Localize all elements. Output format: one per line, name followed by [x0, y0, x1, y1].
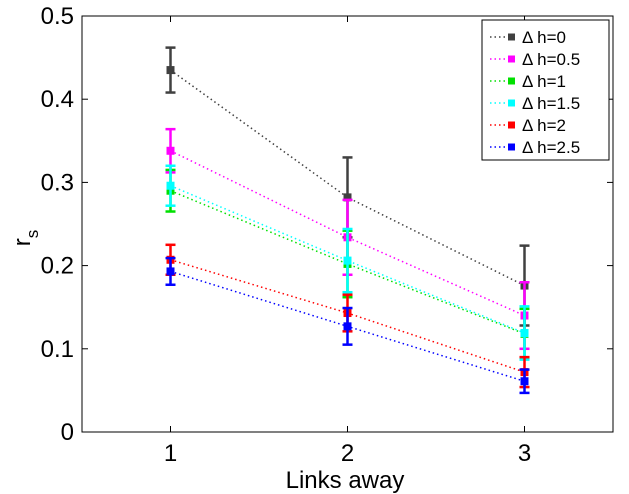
data-point [520, 328, 529, 337]
legend-label: Δ h=0.5 [522, 50, 580, 69]
y-tick-label: 0.3 [41, 169, 74, 196]
legend: Δ h=0 Δ h=0.5 Δ h=1 Δ h=1.5 Δ h=2 Δ h=2.5 [481, 19, 610, 161]
y-tick-label: 0.4 [41, 86, 74, 113]
data-point [166, 267, 175, 276]
y-tick-label: 0.2 [41, 253, 74, 280]
data-point [166, 146, 175, 155]
series-5 [165, 256, 530, 395]
y-tick-label: 0 [61, 419, 74, 446]
y-axis-label-main: r [9, 238, 36, 246]
x-tick-label: 3 [518, 440, 531, 467]
legend-label: Δ h=2 [522, 116, 566, 135]
axes: 0 0.1 0.2 0.3 0.4 0.5 1 2 3 [41, 3, 614, 467]
x-tick-label: 1 [164, 440, 177, 467]
data-point [343, 256, 352, 265]
data-point [166, 181, 175, 190]
legend-marker [508, 77, 515, 85]
legend-marker [508, 55, 515, 63]
data-point [166, 66, 175, 75]
x-tick-label: 2 [341, 440, 354, 467]
y-axis-label-subscript: s [23, 230, 42, 239]
series-line [170, 190, 525, 335]
y-tick-label: 0.1 [41, 336, 74, 363]
y-tick-label: 0.5 [41, 3, 74, 30]
data-marks [165, 46, 530, 395]
legend-label: Δ h=2.5 [522, 138, 580, 157]
series-line [170, 185, 525, 334]
data-point [343, 193, 352, 202]
legend-marker [508, 33, 515, 41]
data-point [520, 377, 529, 386]
data-point [343, 322, 352, 331]
legend-marker [508, 99, 515, 107]
x-axis-label: Links away [286, 467, 405, 494]
legend-label: Δ h=1 [522, 72, 566, 91]
legend-marker [508, 143, 515, 151]
series-line [170, 69, 525, 287]
legend-marker [508, 121, 515, 129]
series-3 [165, 164, 530, 361]
legend-box [481, 19, 610, 161]
legend-label: Δ h=0 [522, 28, 566, 47]
y-axis-label: rs [9, 230, 42, 247]
legend-label: Δ h=1.5 [522, 94, 580, 113]
